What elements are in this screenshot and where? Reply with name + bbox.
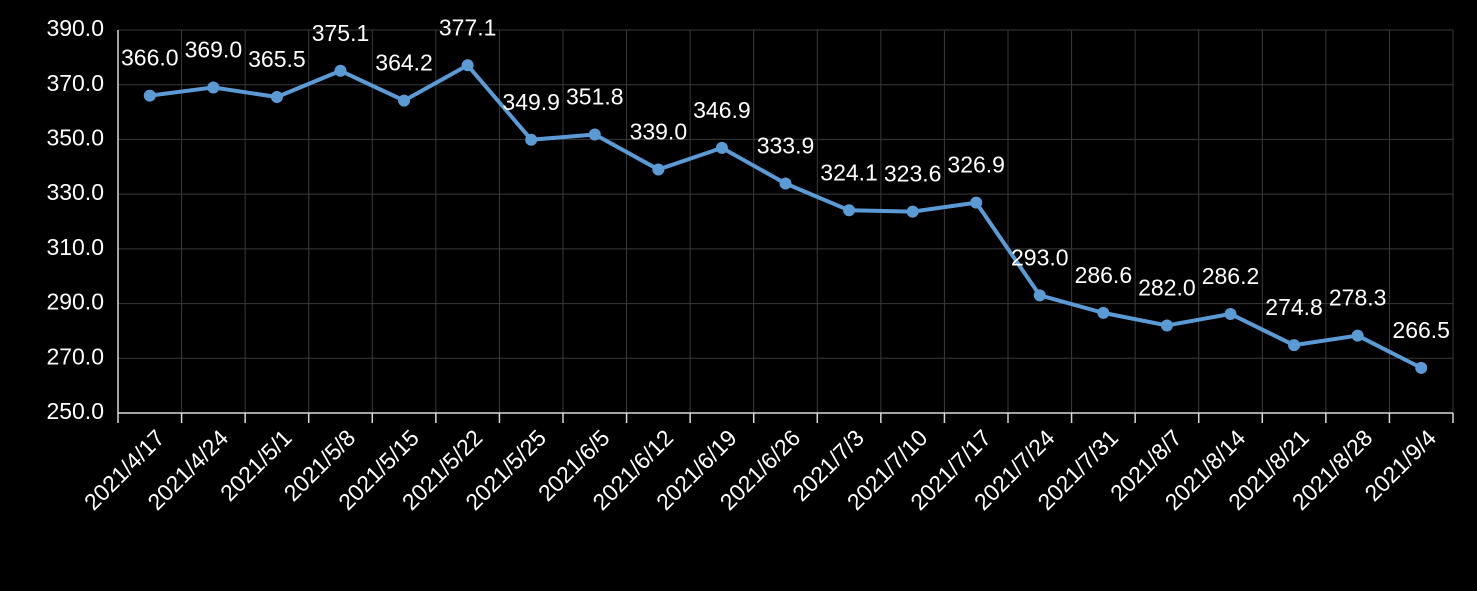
point bbox=[1224, 307, 1237, 320]
data-label: 293.0 bbox=[1011, 244, 1069, 270]
point bbox=[970, 196, 983, 209]
data-label: 369.0 bbox=[185, 37, 243, 63]
data-label: 333.9 bbox=[757, 133, 815, 159]
point bbox=[1288, 339, 1301, 352]
y-tick-label: 310.0 bbox=[46, 234, 104, 260]
data-label: 323.6 bbox=[884, 161, 942, 187]
y-tick-label: 370.0 bbox=[46, 70, 104, 96]
data-label: 364.2 bbox=[375, 50, 433, 76]
y-tick-label: 390.0 bbox=[46, 15, 104, 41]
data-label: 377.1 bbox=[439, 14, 497, 40]
x-tick-label: 2021/9/4 bbox=[1359, 424, 1441, 506]
point bbox=[398, 94, 411, 107]
data-label: 365.5 bbox=[248, 46, 306, 72]
point bbox=[906, 205, 919, 218]
data-label: 286.2 bbox=[1202, 263, 1260, 289]
data-label: 278.3 bbox=[1329, 285, 1387, 311]
data-label: 346.9 bbox=[693, 97, 751, 123]
point bbox=[588, 128, 601, 141]
point bbox=[525, 133, 538, 146]
y-tick-label: 270.0 bbox=[46, 343, 104, 369]
line bbox=[149, 63, 1423, 370]
data-label: 339.0 bbox=[630, 119, 688, 145]
data-label: 375.1 bbox=[312, 20, 370, 46]
data-label: 326.9 bbox=[947, 152, 1005, 178]
point bbox=[143, 89, 156, 102]
data-label: 324.1 bbox=[820, 159, 878, 185]
point bbox=[715, 141, 728, 154]
point bbox=[1415, 361, 1428, 374]
point bbox=[652, 163, 665, 176]
point bbox=[334, 64, 347, 77]
data-label: 349.9 bbox=[502, 89, 560, 115]
point bbox=[1351, 329, 1364, 342]
point bbox=[461, 59, 474, 72]
data-label: 274.8 bbox=[1265, 294, 1323, 320]
point bbox=[843, 204, 856, 217]
point bbox=[1033, 289, 1046, 302]
point bbox=[270, 91, 283, 104]
data-label: 282.0 bbox=[1138, 275, 1196, 301]
data-label: 266.5 bbox=[1392, 317, 1450, 343]
data-label: 286.6 bbox=[1075, 262, 1133, 288]
point bbox=[1097, 306, 1110, 319]
y-tick-label: 350.0 bbox=[46, 125, 104, 151]
point bbox=[1160, 319, 1173, 332]
y-tick-label: 250.0 bbox=[46, 398, 104, 424]
point bbox=[779, 177, 792, 190]
y-tick-label: 330.0 bbox=[46, 179, 104, 205]
y-tick-label: 290.0 bbox=[46, 289, 104, 315]
data-label: 351.8 bbox=[566, 84, 624, 110]
point bbox=[207, 81, 220, 94]
data-label: 366.0 bbox=[121, 45, 179, 71]
